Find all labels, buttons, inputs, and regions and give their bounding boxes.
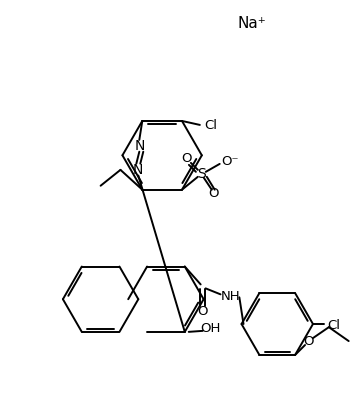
Text: O: O bbox=[208, 187, 219, 200]
Text: O: O bbox=[304, 335, 314, 348]
Text: N: N bbox=[132, 163, 143, 177]
Text: O: O bbox=[197, 305, 208, 318]
Text: O⁻: O⁻ bbox=[221, 155, 238, 168]
Text: Na⁺: Na⁺ bbox=[237, 16, 266, 31]
Text: Cl: Cl bbox=[204, 119, 217, 132]
Text: N: N bbox=[135, 139, 145, 153]
Text: NH: NH bbox=[221, 290, 240, 303]
Text: S: S bbox=[197, 167, 206, 181]
Text: O: O bbox=[182, 152, 192, 165]
Text: Cl: Cl bbox=[327, 318, 340, 331]
Text: OH: OH bbox=[201, 322, 221, 335]
